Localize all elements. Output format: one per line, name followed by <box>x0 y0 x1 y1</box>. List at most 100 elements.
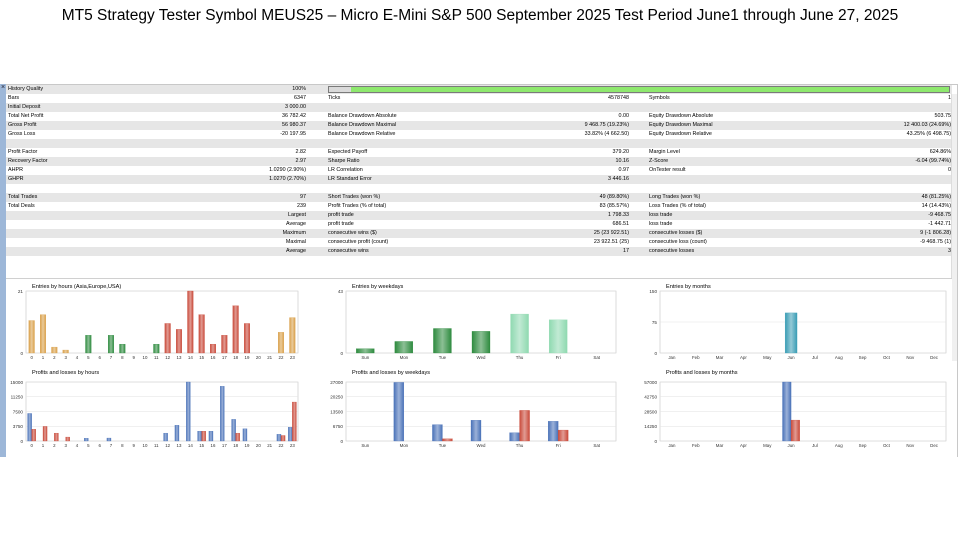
bar <box>119 343 126 354</box>
chart-3: Entries by months 150 75 0 Jan Feb Mar Apr May Ju… <box>644 279 950 363</box>
report-label: Recovery Factor <box>8 158 48 164</box>
report-row: Initial Deposit 3 000.00 <box>6 103 952 112</box>
vertical-scrollbar[interactable] <box>951 94 957 361</box>
report-value: -9 468.75 (1) <box>920 239 951 245</box>
bar <box>442 438 453 442</box>
x-tick-label: Jul <box>812 355 818 360</box>
report-label: consecutive wins <box>328 248 369 254</box>
report-label: Total Net Profit <box>8 113 44 119</box>
bar <box>163 432 168 442</box>
report-value: 0.97 <box>618 167 630 173</box>
bar <box>84 438 89 442</box>
report-value: 9 468.75 (19.23%) <box>584 122 629 128</box>
x-tick-label: 7 <box>110 355 113 360</box>
x-tick-label: 23 <box>290 355 295 360</box>
x-tick-label: 18 <box>233 443 238 448</box>
y-tick-label: 150 <box>649 289 657 294</box>
bar <box>547 421 559 442</box>
report-value: -20 197.95 <box>280 131 306 137</box>
report-value: 503.75 <box>934 113 952 119</box>
report-label: loss trade <box>649 221 673 227</box>
y-tick-label: 75 <box>652 320 658 325</box>
x-tick-label: 12 <box>165 355 170 360</box>
report-value: 1 798.33 <box>608 212 629 218</box>
report-value: 379.20 <box>612 149 630 155</box>
y-tick-label: 57000 <box>644 380 657 385</box>
bar <box>790 419 800 442</box>
report-label: LR Correlation <box>328 167 363 173</box>
x-tick-label: Sat <box>593 355 600 360</box>
bar <box>153 343 160 354</box>
chart-frame <box>644 365 950 459</box>
bar <box>231 419 236 442</box>
bar <box>356 348 375 354</box>
bar <box>432 424 443 442</box>
chart-title: Profits and losses by weekdays <box>352 370 430 376</box>
y-tick-label: 42750 <box>644 395 657 400</box>
report-row <box>6 139 952 148</box>
report-value: -6.04 (99.74%) <box>915 158 951 164</box>
report-label: Balance Drawdown Maximal <box>328 122 397 128</box>
chart-title: Entries by months <box>666 284 711 290</box>
x-tick-label: Oct <box>883 443 891 448</box>
report-label: consecutive profit (count) <box>328 239 389 245</box>
bar <box>557 429 569 442</box>
x-tick-label: Jun <box>788 355 796 360</box>
x-tick-label: 16 <box>211 355 216 360</box>
report-row: Profit Factor 2.82 Expected Payoff 379.20 Ma… <box>6 148 952 157</box>
x-tick-label: 6 <box>98 355 101 360</box>
bar <box>28 320 35 354</box>
report-label: Total Trades <box>8 194 38 200</box>
report-value: 0 <box>948 167 951 173</box>
report-label: consecutive losses <box>649 248 695 254</box>
x-tick-label: 20 <box>256 443 261 448</box>
x-tick-label: Oct <box>883 355 891 360</box>
x-tick-label: 8 <box>121 355 124 360</box>
report-row: Recovery Factor 2.97 Sharpe Ratio 10.16 Z-Sc… <box>6 157 952 166</box>
y-tick-label: 3750 <box>13 424 24 429</box>
x-tick-label: 19 <box>245 443 250 448</box>
bar <box>187 290 194 354</box>
report-row: Gross Loss -20 197.95 Balance Drawdown Rel… <box>6 130 952 139</box>
chart-5: Profits and losses by weekdays 27000 20250… <box>324 365 620 459</box>
bar <box>289 317 296 354</box>
report-value: 36 782.42 <box>282 113 306 119</box>
x-tick-label: Wed <box>477 355 487 360</box>
x-tick-label: Dec <box>930 355 939 360</box>
chart-title: Profits and losses by months <box>666 370 738 376</box>
report-value: Average <box>286 248 306 254</box>
x-tick-label: Aug <box>835 443 843 448</box>
report-row: Average consecutive wins 17 consecutive los… <box>6 247 952 256</box>
y-tick-label: 28500 <box>644 409 657 414</box>
y-tick-label: 43 <box>338 289 344 294</box>
report-row: Average profit trade 686.51 loss trade -1 44… <box>6 220 952 229</box>
report-label: Loss Trades (% of total) <box>649 203 706 209</box>
x-tick-label: Tue <box>439 443 447 448</box>
report-value: Maximum <box>282 230 306 236</box>
x-tick-label: 22 <box>279 355 284 360</box>
bar <box>164 323 171 354</box>
x-tick-label: 9 <box>132 443 135 448</box>
x-tick-label: Thu <box>516 355 524 360</box>
x-tick-label: Fri <box>556 355 561 360</box>
x-tick-label: Fri <box>556 443 561 448</box>
report-row: Maximal consecutive profit (count) 23 922.… <box>6 238 952 247</box>
x-tick-label: 11 <box>154 355 159 360</box>
report-label: consecutive wins ($) <box>328 230 377 236</box>
report-value: 97 <box>300 194 306 200</box>
report-value: 3 446.16 <box>608 176 629 182</box>
strategy-tester-report: History Quality 100% Bars 6347 Ticks 4578748 S… <box>6 84 958 459</box>
x-tick-label: 15 <box>199 443 204 448</box>
report-value: 25 (23 922.51) <box>593 230 629 236</box>
report-value: 10.16 <box>615 158 630 164</box>
x-tick-label: Sun <box>361 355 369 360</box>
close-icon[interactable]: × <box>0 84 6 91</box>
report-label: Total Deals <box>8 203 35 209</box>
bar <box>519 410 530 442</box>
report-value: 17 <box>623 248 629 254</box>
charts-area: Entries by hours (Asia,Europe,USA) 21 0 0 1 2… <box>6 278 952 459</box>
side-panel-strip[interactable]: × <box>0 84 6 457</box>
report-label: LR Standard Error <box>328 176 372 182</box>
x-tick-label: 13 <box>177 355 182 360</box>
